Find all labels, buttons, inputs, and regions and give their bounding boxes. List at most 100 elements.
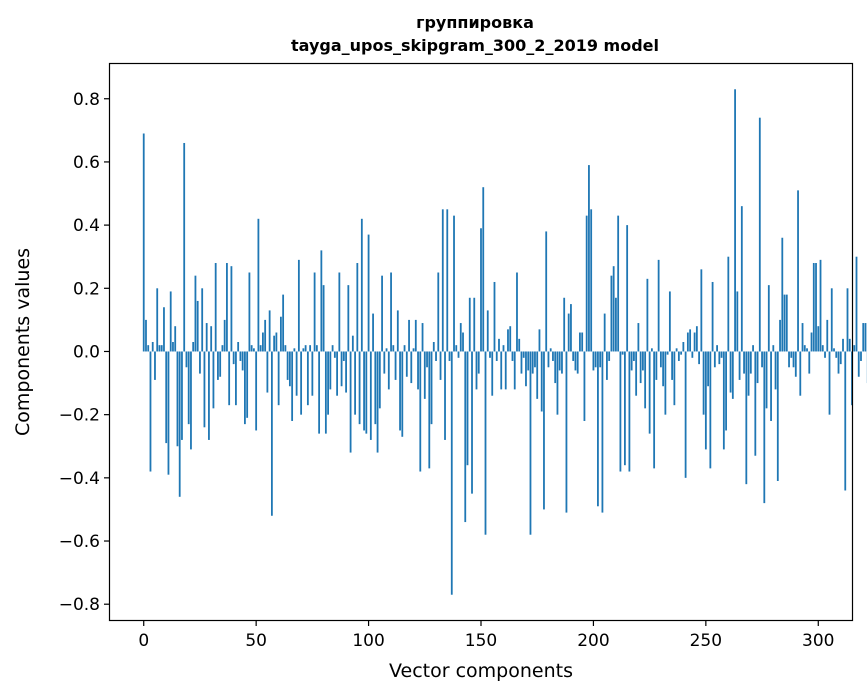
bar-205 [603,313,606,352]
bar-70 [300,351,303,415]
bar-85 [333,351,336,358]
bar-256 [718,351,721,365]
x-ticks: 0 50 100 150 200 250 300 [138,620,834,651]
bar-30 [210,326,213,352]
bar-63 [284,345,287,352]
bar-33 [217,351,219,380]
bar-69 [297,259,300,352]
bar-192 [574,351,577,371]
bar-143 [464,351,467,523]
bar-207 [608,351,611,361]
y-tick-label-8: 0.8 [73,90,100,110]
bar-92 [349,351,352,453]
x-tick-label-250: 250 [690,631,722,651]
bar-212 [619,351,622,472]
bar-5 [154,351,156,380]
bar-53 [262,332,264,352]
bar-93 [351,335,354,352]
bar-198 [588,165,590,352]
bar-21 [190,351,192,450]
bar-280 [772,345,775,352]
bar-183 [554,351,557,384]
y-tick-label-6: 0.4 [73,216,100,236]
bar-291 [797,190,799,352]
bar-305 [828,351,831,415]
bar-177 [540,351,543,412]
bar-200 [592,351,595,371]
bar-282 [776,351,779,481]
y-tick-label-7: 0.6 [73,153,100,173]
y-tick-label-4: 0.0 [73,342,100,362]
bar-95 [356,263,359,352]
bar-185 [558,351,561,371]
x-tick-label-0: 0 [138,631,149,651]
bar-251 [707,351,709,387]
chart-title-line1: группировка [416,13,534,32]
x-tick-label-150: 150 [465,631,497,651]
bar-88 [340,351,343,387]
y-axis-label: Components values [12,248,34,436]
bar-275 [761,351,763,368]
bar-48 [250,345,253,352]
bar-124 [421,323,424,352]
bar-47 [248,272,251,352]
bar-219 [635,351,638,396]
bar-211 [617,215,620,352]
bar-132 [439,351,442,380]
bar-231 [662,351,665,387]
bar-67 [293,348,296,352]
y-tick-label-2: −0.4 [59,469,100,489]
bar-176 [538,329,541,352]
bar-10 [165,351,168,444]
bar-306 [830,288,833,352]
bar-318 [857,351,860,377]
bars-group [142,89,867,595]
bar-257 [720,351,723,358]
bar-4 [151,342,154,352]
bar-233 [666,351,669,355]
bar-34 [219,351,222,377]
bar-295 [806,348,808,352]
bar-114 [399,351,401,431]
bar-108 [385,348,388,352]
bar-191 [572,351,575,361]
bar-64 [286,351,289,380]
bar-83 [329,351,332,390]
x-tick-label-100: 100 [352,631,384,651]
bar-141 [459,323,462,352]
bar-46 [246,351,249,418]
bar-263 [734,89,736,352]
bar-161 [504,351,507,390]
bar-319 [860,351,862,361]
bar-213 [621,351,624,355]
bar-151 [482,187,485,352]
bar-174 [534,351,536,368]
bar-157 [495,351,498,361]
bar-101 [369,351,372,440]
bar-202 [597,351,599,507]
bar-232 [664,351,667,415]
bar-201 [594,351,597,368]
bar-236 [673,351,676,406]
bar-277 [765,351,768,409]
bar-170 [525,351,527,387]
bar-26 [201,288,204,352]
bar-248 [700,269,703,352]
bar-60 [277,351,280,406]
bar-265 [738,351,741,380]
bar-74 [309,345,312,352]
bar-313 [846,288,849,352]
bar-166 [516,272,518,352]
y-ticks: −0.8 −0.6 −0.4 −0.2 0.0 0.2 0.4 0.6 0.8 [59,90,110,615]
bar-317 [855,256,858,352]
bar-12 [169,291,172,352]
bar-72 [304,345,307,352]
bar-163 [509,326,512,352]
bar-139 [455,345,458,352]
bar-226 [650,348,653,352]
bar-244 [691,351,694,358]
bar-193 [576,351,579,374]
bar-255 [716,345,718,352]
bar-272 [754,351,757,456]
bar-154 [489,351,491,358]
